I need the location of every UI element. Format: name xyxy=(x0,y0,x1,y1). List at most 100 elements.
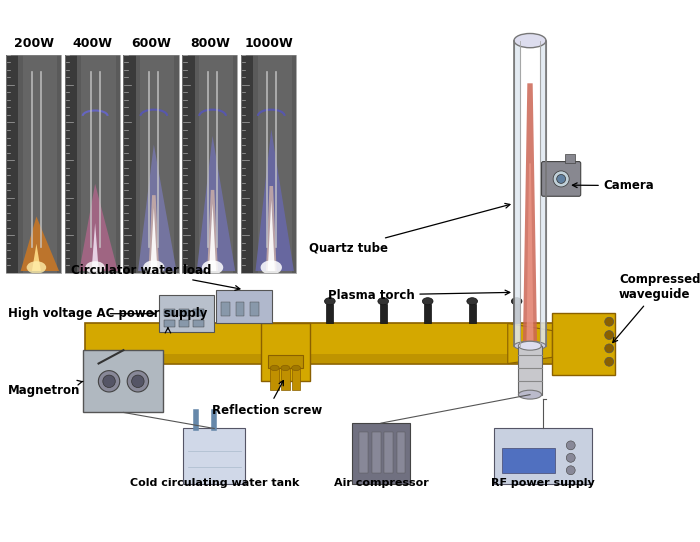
Bar xyxy=(193,309,204,317)
Ellipse shape xyxy=(144,260,164,275)
Bar xyxy=(182,55,237,273)
Bar xyxy=(123,55,178,273)
Bar xyxy=(182,55,195,273)
Ellipse shape xyxy=(514,34,546,48)
Bar xyxy=(164,320,175,327)
Polygon shape xyxy=(79,184,118,271)
Polygon shape xyxy=(508,324,552,364)
Ellipse shape xyxy=(281,365,290,371)
Bar xyxy=(199,55,233,273)
Ellipse shape xyxy=(27,261,46,274)
Bar xyxy=(258,55,292,273)
Text: 600W: 600W xyxy=(131,37,171,50)
Polygon shape xyxy=(148,195,159,271)
Bar xyxy=(565,154,575,163)
Bar xyxy=(359,432,368,473)
Bar xyxy=(6,55,61,273)
Bar xyxy=(178,309,189,317)
Circle shape xyxy=(605,344,614,353)
Text: Circulator water load: Circulator water load xyxy=(71,263,240,291)
Ellipse shape xyxy=(270,365,279,371)
Bar xyxy=(501,448,555,473)
Bar xyxy=(195,55,237,273)
Bar xyxy=(77,55,120,273)
Bar xyxy=(397,432,405,473)
Bar xyxy=(352,423,410,483)
Text: Magnetron: Magnetron xyxy=(8,380,83,397)
Circle shape xyxy=(553,171,569,187)
Ellipse shape xyxy=(514,341,546,350)
Bar xyxy=(83,350,164,412)
Bar xyxy=(221,302,230,317)
Bar xyxy=(183,429,245,483)
Bar xyxy=(253,55,296,273)
Text: 200W: 200W xyxy=(13,37,54,50)
Bar xyxy=(494,429,592,483)
Ellipse shape xyxy=(260,260,282,275)
Bar xyxy=(123,55,136,273)
Bar xyxy=(292,368,300,390)
Bar xyxy=(85,353,610,364)
Ellipse shape xyxy=(519,390,542,399)
Bar xyxy=(540,41,546,346)
Bar xyxy=(519,346,542,395)
Bar xyxy=(241,55,253,273)
Circle shape xyxy=(99,371,120,392)
Circle shape xyxy=(566,453,575,462)
Bar xyxy=(261,324,310,382)
Text: RF power supply: RF power supply xyxy=(491,478,595,488)
Text: 400W: 400W xyxy=(72,37,112,50)
Polygon shape xyxy=(209,203,216,271)
Ellipse shape xyxy=(519,341,542,350)
Circle shape xyxy=(132,375,144,388)
Bar xyxy=(384,432,393,473)
Bar xyxy=(250,302,259,317)
Bar xyxy=(468,304,476,324)
Ellipse shape xyxy=(467,298,477,305)
Ellipse shape xyxy=(85,261,105,274)
Ellipse shape xyxy=(218,298,228,305)
Polygon shape xyxy=(20,216,59,271)
Bar xyxy=(164,309,175,317)
Ellipse shape xyxy=(202,260,223,275)
Text: Plasma torch: Plasma torch xyxy=(328,288,510,301)
Text: Quartz tube: Quartz tube xyxy=(309,203,510,254)
FancyBboxPatch shape xyxy=(542,162,581,196)
Bar xyxy=(267,354,303,368)
Polygon shape xyxy=(197,136,235,271)
Bar xyxy=(136,55,178,273)
Bar xyxy=(216,289,272,324)
Bar xyxy=(85,324,610,364)
Bar xyxy=(18,55,61,273)
Polygon shape xyxy=(526,163,533,346)
Text: Reflection screw: Reflection screw xyxy=(212,380,323,417)
Circle shape xyxy=(127,371,148,392)
Polygon shape xyxy=(256,130,294,271)
Polygon shape xyxy=(207,190,218,271)
Circle shape xyxy=(605,317,614,326)
Bar xyxy=(140,55,174,273)
Circle shape xyxy=(605,331,614,339)
Circle shape xyxy=(103,375,116,388)
Ellipse shape xyxy=(378,298,388,305)
Ellipse shape xyxy=(292,365,300,371)
Ellipse shape xyxy=(511,298,522,305)
Text: High voltage AC power supply: High voltage AC power supply xyxy=(8,307,207,320)
Bar xyxy=(552,313,615,375)
Bar xyxy=(270,368,279,390)
Text: Compressed
waveguide: Compressed waveguide xyxy=(612,273,700,343)
Bar xyxy=(159,295,214,332)
Polygon shape xyxy=(150,208,158,271)
Text: Air compressor: Air compressor xyxy=(334,478,428,488)
Circle shape xyxy=(566,441,575,450)
Text: 1000W: 1000W xyxy=(244,37,293,50)
Bar xyxy=(235,302,244,317)
Circle shape xyxy=(605,357,614,366)
Bar xyxy=(514,41,520,346)
Bar xyxy=(424,304,431,324)
Bar xyxy=(23,55,57,273)
Circle shape xyxy=(566,466,575,475)
Polygon shape xyxy=(266,186,276,271)
Ellipse shape xyxy=(325,298,335,305)
Text: 800W: 800W xyxy=(190,37,230,50)
